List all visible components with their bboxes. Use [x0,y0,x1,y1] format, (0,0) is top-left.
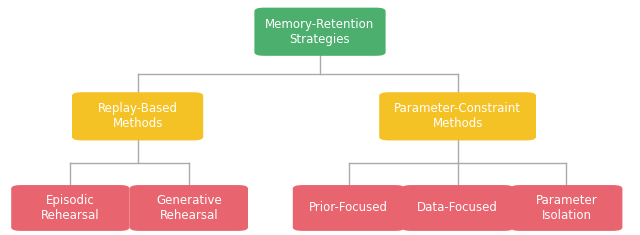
FancyBboxPatch shape [293,185,405,231]
Text: Parameter-Constraint
Methods: Parameter-Constraint Methods [394,102,521,130]
FancyBboxPatch shape [402,185,514,231]
Text: Generative
Rehearsal: Generative Rehearsal [156,194,221,222]
Text: Episodic
Rehearsal: Episodic Rehearsal [41,194,100,222]
Text: Prior-Focused: Prior-Focused [309,201,388,215]
FancyBboxPatch shape [379,92,536,141]
Text: Data-Focused: Data-Focused [417,201,498,215]
FancyBboxPatch shape [254,8,385,56]
FancyBboxPatch shape [12,185,130,231]
FancyBboxPatch shape [72,92,204,141]
FancyBboxPatch shape [511,185,622,231]
Text: Replay-Based
Methods: Replay-Based Methods [97,102,178,130]
Text: Parameter
Isolation: Parameter Isolation [536,194,597,222]
FancyBboxPatch shape [129,185,248,231]
Text: Memory-Retention
Strategies: Memory-Retention Strategies [266,18,374,46]
